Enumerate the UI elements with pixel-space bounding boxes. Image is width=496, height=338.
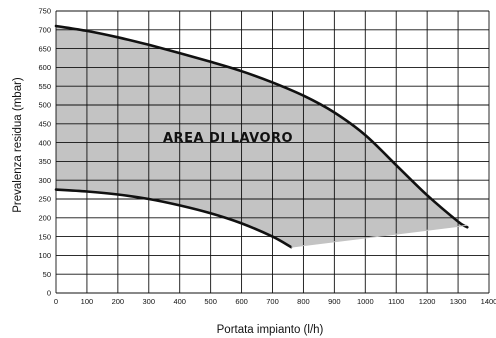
y-tick-label: 600 [38,63,51,72]
x-tick-label: 200 [112,297,125,306]
x-tick-label: 500 [204,297,217,306]
y-ticks: 0 50 100 150 200 250 300 350 400 450 500 550 600 650 7… [38,7,51,298]
max-head-curve [54,24,469,229]
x-tick-label: 1400 [481,297,496,306]
x-tick-label: 700 [266,297,279,306]
y-tick-label: 150 [38,232,51,241]
y-tick-label: 250 [38,195,51,204]
min-head-curve [54,188,293,249]
y-tick-label: 650 [38,44,51,53]
x-tick-label: 600 [235,297,248,306]
curves-layer [54,24,469,249]
y-tick-label: 400 [38,138,51,147]
x-tick-label: 900 [328,297,341,306]
area-lower-boundary [291,224,468,248]
x-tick-label: 100 [81,297,94,306]
y-tick-label: 750 [38,7,51,16]
y-tick-label: 200 [38,214,51,223]
y-tick-label: 300 [38,176,51,185]
x-tick-label: 1200 [419,297,436,306]
working-area [56,26,468,248]
x-tick-label: 800 [297,297,310,306]
x-axis-label: Portata impianto (l/h) [217,324,324,336]
area-annotation: AREA DI LAVORO [163,131,293,146]
x-tick-label: 300 [143,297,156,306]
y-tick-label: 700 [38,26,51,35]
y-tick-label: 450 [38,120,51,129]
grid-layer [55,10,490,294]
x-tick-label: 0 [54,297,58,306]
y-tick-label: 350 [38,157,51,166]
x-tick-label: 1300 [450,297,467,306]
x-tick-label: 1000 [357,297,374,306]
y-axis-label: Prevalenza residua (mbar) [12,77,24,213]
x-tick-label: 1100 [388,297,404,306]
y-tick-label: 550 [38,82,51,91]
x-tick-label: 400 [173,297,186,306]
y-tick-label: 500 [38,101,51,110]
y-tick-label: 0 [47,289,51,298]
x-ticks: 0 100 200 300 400 500 600 700 800 900 1000 1100 1200… [54,297,496,306]
y-tick-label: 100 [38,251,51,260]
working-area-layer [56,26,468,248]
y-tick-label: 50 [43,270,51,279]
